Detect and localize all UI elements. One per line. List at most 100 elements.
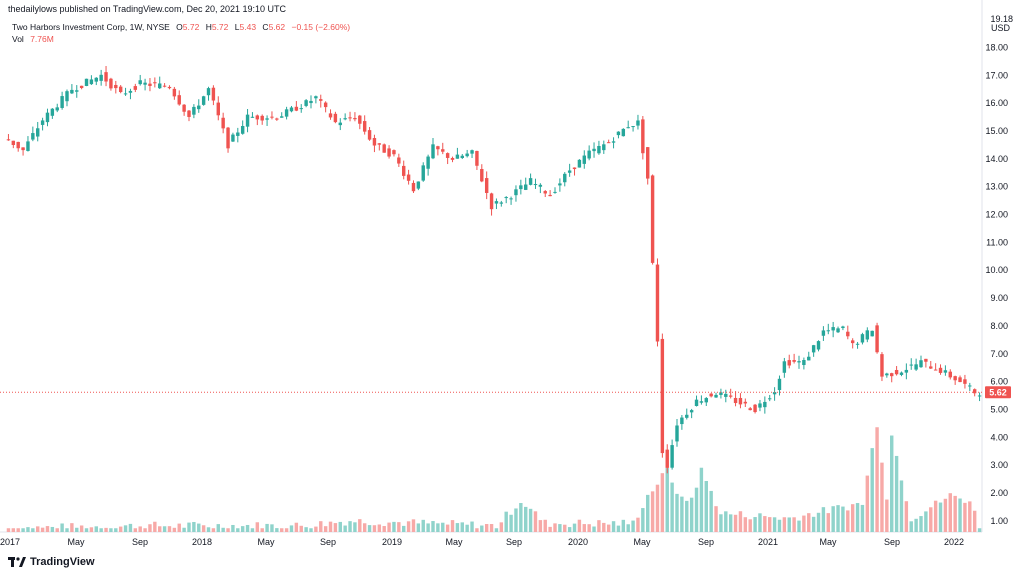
candle-body [904,369,909,373]
tradingview-logo-icon [8,557,26,567]
candle-body [719,392,723,395]
y-top-label: 19.18 [990,14,1013,24]
tradingview-brand[interactable]: TradingView [8,556,95,568]
candle-body [802,360,806,366]
symbol-label[interactable]: Two Harbors Investment Corp, 1W, NYSE [12,22,170,32]
volume-bar [543,519,547,532]
volume-bar [84,528,89,532]
candle-body [977,395,982,397]
candle-body [499,202,504,204]
candle-body [377,143,382,145]
volume-bar [382,526,386,532]
x-tick-label: Sep [506,537,522,547]
x-tick-label: Sep [884,537,900,547]
x-tick-label: 2020 [568,537,588,547]
change-value: −0.15 (−2.60%) [291,22,351,32]
candle-body [894,369,899,375]
volume-bar [172,527,177,532]
volume-bar [748,519,752,532]
candle-body [94,77,98,82]
candle-body [714,394,718,398]
volume-bar [524,506,528,532]
candle-body [558,183,562,186]
volume-bar [480,525,484,532]
candle-body [211,87,216,101]
volume-bar [753,517,757,532]
candle-body [84,78,89,86]
volume-bar [309,528,313,532]
volume-bar [777,519,782,532]
candle-body [811,345,816,353]
volume-bar [240,526,245,532]
volume-bar [128,523,133,532]
candle-body [294,106,299,111]
volume-bar [914,518,918,532]
candle-body [890,373,894,377]
candle-body [758,403,762,408]
candle-body [201,96,206,105]
volume-bar [719,514,723,532]
volume-bar [494,528,499,532]
candle-body [470,150,474,154]
candle-body [572,167,577,170]
candle-body [855,343,860,345]
volume-bar [763,516,767,532]
x-tick-label: May [67,537,85,547]
candle-body [685,414,689,418]
ohlc-legend: Two Harbors Investment Corp, 1W, NYSE O5… [12,22,354,32]
volume-bar [211,528,216,532]
volume-bar [728,514,733,532]
candle-body [582,155,586,164]
volume-bar [299,525,303,532]
candle-body [963,379,967,384]
volume-bar [392,521,396,532]
candle-body [665,449,669,468]
candle-body [567,170,572,173]
candle-body [445,153,450,158]
candle-body [875,325,879,353]
candle-body [489,193,494,210]
candle-body [968,385,972,387]
volume-bar [519,503,523,532]
y-tick-label: 7.00 [990,349,1008,359]
candle-body [455,154,460,159]
candle-body [763,401,767,408]
open-number: 5.72 [182,22,200,32]
volume-bar [353,522,357,532]
candle-body [431,144,435,159]
volume-bar [104,527,108,532]
volume-bar [314,526,318,532]
candle-body [972,389,977,394]
candle-body [65,91,69,102]
volume-bar [133,528,138,532]
volume-bar [977,528,982,532]
volume-bar [885,499,889,532]
open-value: O5.72 [176,22,199,32]
volume-bar [641,508,645,532]
volume-bar [206,527,211,532]
candle-body [260,115,264,121]
volume-bar [201,525,206,532]
candle-body [919,360,923,368]
candle-body [768,398,772,400]
candle-body [772,392,777,395]
y-tick-label: 8.00 [990,321,1008,331]
y-tick-label: 18.00 [985,42,1008,52]
candle-body [533,184,538,186]
volume-bar [636,517,640,532]
candle-body [880,354,884,377]
candle-body [250,116,255,118]
high-label: H [205,22,212,32]
candle-body [524,184,528,190]
candle-body [55,107,59,111]
candle-body [114,84,118,89]
volume-bar [807,513,811,532]
candle-body [831,327,835,331]
candle-body [397,157,401,164]
candle-body [162,85,167,87]
volume-bar [40,527,45,532]
volume-bar [919,516,923,532]
candle-body [636,120,640,126]
candle-body [606,142,611,144]
